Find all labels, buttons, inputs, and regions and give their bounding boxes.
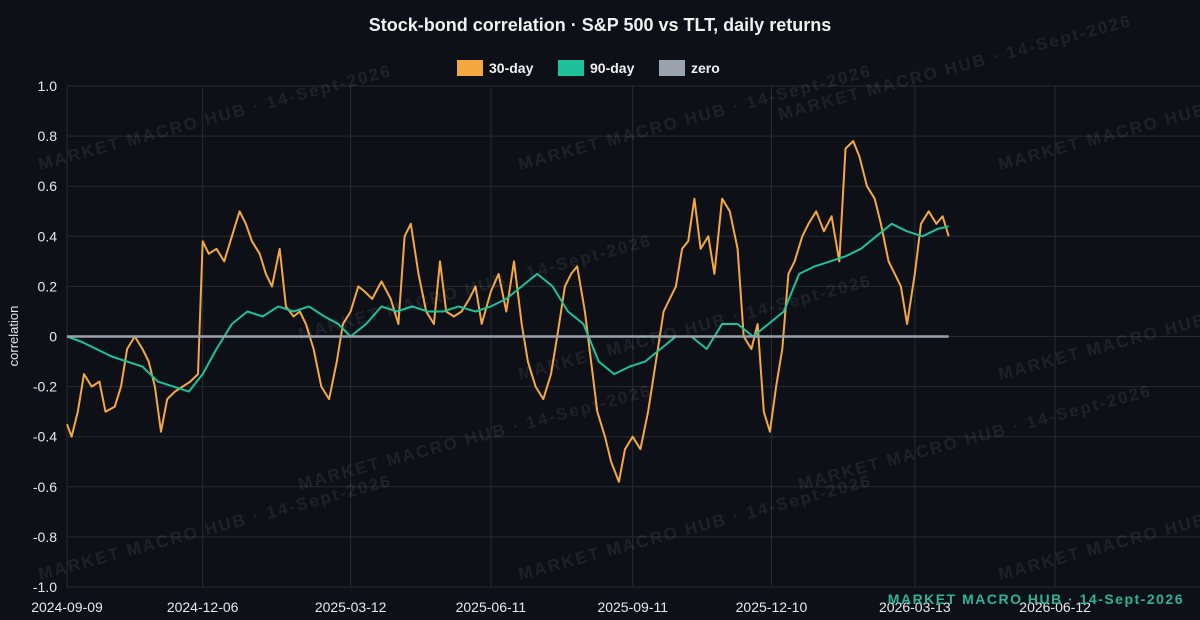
- legend-swatch-90-day[interactable]: [558, 60, 584, 76]
- series-line-90-day: [66, 222, 949, 393]
- chart-title: Stock-bond correlation · S&P 500 vs TLT,…: [369, 15, 831, 35]
- legend-swatch-30-day[interactable]: [457, 60, 483, 76]
- y-tick-label: 0.6: [38, 178, 58, 194]
- x-tick-label: 2024-09-09: [31, 599, 103, 615]
- x-tick-label: 2025-09-11: [597, 599, 668, 615]
- watermark-footer: MARKET MACRO HUB · 14-Sept-2026: [888, 591, 1184, 607]
- legend-label-zero[interactable]: zero: [691, 60, 720, 76]
- legend-label-90-day[interactable]: 90-day: [590, 60, 635, 76]
- y-tick-label: -0.4: [33, 429, 57, 445]
- x-tick-label: 2026-06-12: [1019, 599, 1091, 615]
- y-axis-ticks: 1.0 0.8 0.6 0.4 0.2 0 -0.2 -0.4 -0.6 -0.8 -1.0: [33, 78, 57, 595]
- x-tick-label: 2025-03-12: [315, 599, 387, 615]
- series-lines: [66, 140, 950, 483]
- x-tick-label: 2025-12-10: [736, 599, 808, 615]
- y-tick-label: 0.4: [38, 228, 58, 244]
- y-tick-label: -0.6: [33, 479, 57, 495]
- legend[interactable]: 30-day 90-day zero: [457, 60, 720, 76]
- y-tick-label: -0.8: [33, 529, 57, 545]
- series-line-30-day: [66, 140, 950, 483]
- x-axis-ticks: 2024-09-09 2024-12-06 2025-03-12 2025-06-11…: [31, 599, 1091, 615]
- y-tick-label: 0.2: [38, 278, 58, 294]
- y-axis-label: correlation: [6, 306, 21, 367]
- y-tick-label: 0: [49, 329, 57, 345]
- y-tick-label: 0.8: [38, 128, 58, 144]
- x-tick-label: 2026-03-13: [879, 599, 951, 615]
- x-tick-label: 2024-12-06: [167, 599, 239, 615]
- y-tick-label: -1.0: [33, 579, 57, 595]
- x-tick-label: 2025-06-11: [456, 599, 527, 615]
- legend-label-30-day[interactable]: 30-day: [489, 60, 534, 76]
- y-tick-label: 1.0: [38, 78, 58, 94]
- legend-swatch-zero[interactable]: [659, 60, 685, 76]
- y-tick-label: -0.2: [33, 379, 57, 395]
